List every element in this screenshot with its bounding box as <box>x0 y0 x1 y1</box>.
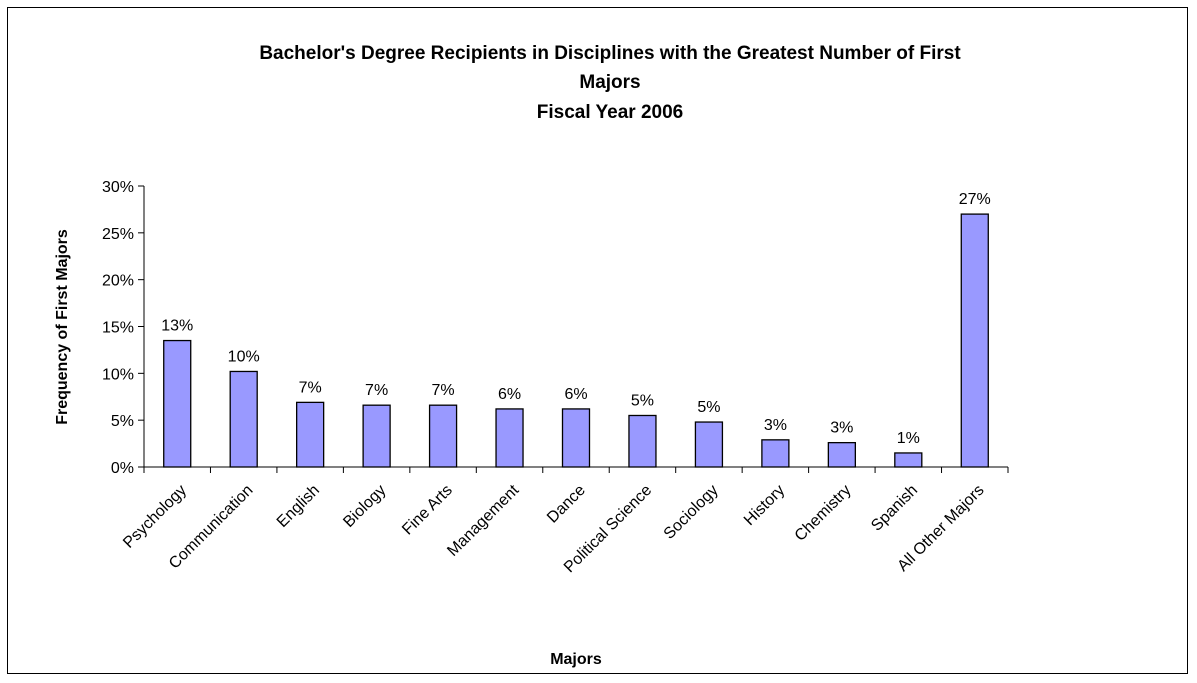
bar <box>495 408 524 468</box>
data-label: 7% <box>299 379 322 396</box>
data-label: 1% <box>897 430 920 447</box>
y-tick-label: 5% <box>111 413 134 430</box>
data-label: 6% <box>498 386 521 403</box>
category-label: Management <box>444 481 522 559</box>
y-tick-label: 25% <box>102 226 134 243</box>
chart-title-line-3: Fiscal Year 2006 <box>537 102 684 123</box>
category-label: English <box>274 482 323 531</box>
plot-area: 0%5%10%15%20%25%30%13%Psychology10%Commu… <box>102 179 1009 576</box>
y-axis-title: Frequency of First Majors <box>54 229 71 425</box>
data-label: 27% <box>959 191 991 208</box>
data-label: 7% <box>432 382 455 399</box>
category-label: Chemistry <box>792 482 855 545</box>
bar <box>761 439 790 468</box>
bar <box>428 404 458 468</box>
bar <box>827 441 856 468</box>
bar <box>163 339 192 468</box>
category-label: History <box>741 482 788 529</box>
bar <box>296 401 325 468</box>
data-label: 10% <box>228 348 260 365</box>
y-tick-label: 20% <box>102 273 134 290</box>
data-label: 5% <box>697 399 720 416</box>
data-label: 6% <box>564 386 587 403</box>
chart-title-line-2: Majors <box>579 72 640 93</box>
y-tick-label: 10% <box>102 366 134 383</box>
chart-frame <box>7 7 1188 674</box>
bar <box>561 408 591 468</box>
bar <box>362 404 391 468</box>
x-axis-title: Majors <box>550 651 602 668</box>
category-label: Psychology <box>120 482 190 552</box>
data-label: 7% <box>365 382 388 399</box>
category-label: Biology <box>340 482 389 531</box>
chart-title-line-1: Bachelor's Degree Recipients in Discipli… <box>259 43 961 64</box>
bar <box>229 370 258 468</box>
bar <box>628 414 657 468</box>
data-label: 3% <box>764 417 787 434</box>
y-tick-label: 0% <box>111 460 134 477</box>
category-label: Dance <box>544 482 589 527</box>
data-label: 13% <box>161 318 193 335</box>
y-tick-label: 30% <box>102 179 134 196</box>
bar <box>960 213 989 468</box>
data-label: 3% <box>830 420 853 437</box>
bar <box>894 452 923 468</box>
bar <box>694 421 724 468</box>
data-label: 5% <box>631 392 654 409</box>
category-label: Spanish <box>868 482 921 535</box>
y-tick-label: 15% <box>102 320 134 337</box>
chart-title: Bachelor's Degree Recipients in Discipli… <box>259 43 961 123</box>
category-label: Sociology <box>661 482 722 543</box>
category-label: Fine Arts <box>399 482 456 539</box>
